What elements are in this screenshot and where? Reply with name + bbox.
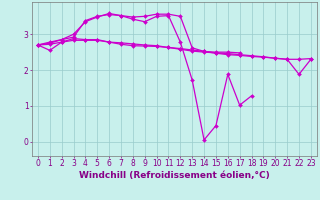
X-axis label: Windchill (Refroidissement éolien,°C): Windchill (Refroidissement éolien,°C) [79,171,270,180]
